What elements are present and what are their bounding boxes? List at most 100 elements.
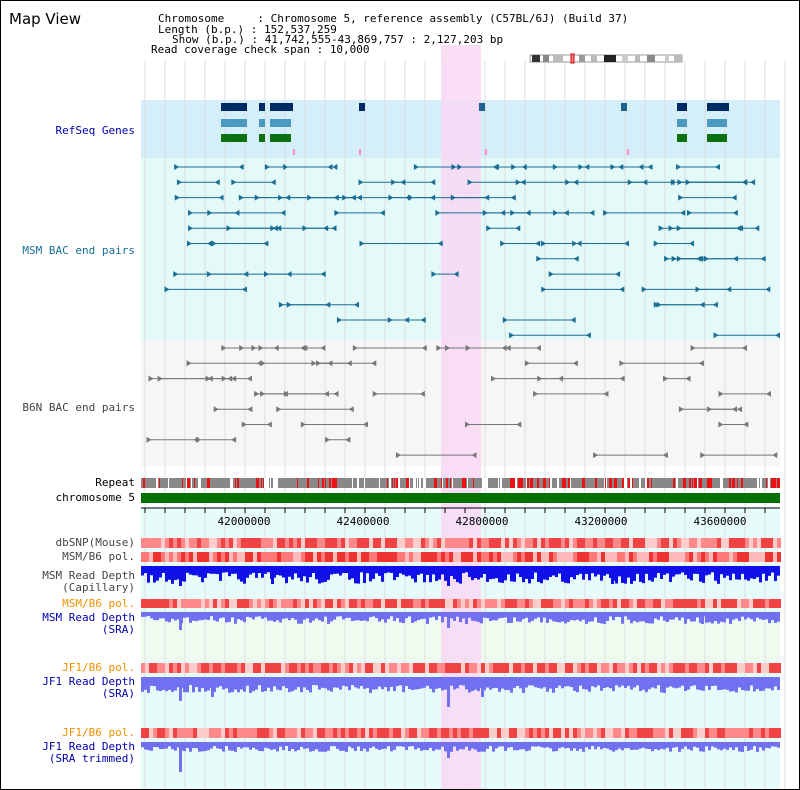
pol-cell	[169, 728, 173, 738]
msm-bac-pair-end	[775, 332, 780, 339]
pol-cell	[177, 552, 181, 562]
pol-cell	[585, 663, 589, 673]
pol-cell	[333, 599, 337, 608]
chromosome-ideogram[interactable]	[529, 53, 685, 65]
track-label-msm-b6-pol[interactable]: MSM/B6 pol.	[62, 550, 135, 563]
track-label-jf1-b6-pol-trim[interactable]: JF1/B6 pol.	[62, 726, 135, 739]
depth-bar	[468, 677, 471, 693]
depth-bar	[396, 612, 399, 619]
msm-bac-pair-end	[695, 286, 701, 293]
depth-bar	[573, 742, 576, 749]
msm-bac-pair-end	[676, 164, 682, 170]
msm-bac-pair-end	[453, 271, 459, 278]
track-label-msm-depth-capillary[interactable]: MSM Read Depth (Capillary)	[5, 570, 135, 594]
repeat-mark	[562, 478, 565, 488]
msm-bac-pair-end	[493, 164, 499, 170]
pol-cell	[237, 728, 241, 738]
pol-cell	[177, 663, 181, 673]
track-label-jf1-depth-trimmed[interactable]: JF1 Read Depth (SRA trimmed)	[5, 741, 135, 765]
track-label-b6n-bac[interactable]: B6N BAC end pairs	[22, 401, 135, 414]
pol-cell	[341, 538, 345, 548]
depth-bar	[591, 742, 594, 747]
pol-cell	[401, 552, 405, 562]
msm-bac-pair-end	[234, 209, 240, 216]
refseq-gene	[479, 103, 485, 111]
msm-bac-pair-end	[603, 209, 609, 216]
depth-bar	[360, 566, 363, 573]
b6n-bac-pair-end	[221, 345, 227, 351]
pol-cell	[201, 538, 205, 548]
depth-bar	[351, 742, 354, 749]
pol-cell	[145, 552, 149, 562]
depth-bar	[747, 566, 750, 581]
track-label-refseq-genes[interactable]: RefSeq Genes	[55, 124, 135, 137]
msm-bac-pair-end	[576, 240, 582, 247]
pol-cell	[253, 538, 257, 548]
pol-cell	[221, 552, 225, 562]
pol-cell	[653, 599, 657, 608]
depth-bar	[438, 742, 441, 750]
msm-bac-pair-end	[214, 179, 220, 186]
depth-bar	[567, 566, 570, 584]
depth-bar	[534, 677, 537, 688]
pol-cell	[465, 538, 469, 548]
depth-bar	[246, 566, 249, 578]
repeat-mark	[394, 478, 395, 488]
msm-bac-pair-end	[431, 271, 437, 278]
depth-bar	[441, 612, 444, 623]
pol-cell	[729, 663, 733, 673]
pol-cell	[777, 552, 781, 562]
pol-cell	[629, 552, 633, 562]
depth-bar	[699, 612, 702, 623]
depth-bar	[306, 677, 309, 691]
track-label-chromosome[interactable]: chromosome 5	[55, 491, 135, 504]
pol-cell	[477, 552, 481, 562]
track-label-dbsnp[interactable]: dbSNP(Mouse)	[55, 536, 135, 549]
pol-cell	[357, 663, 361, 673]
depth-bar	[648, 612, 651, 624]
depth-bar	[198, 742, 201, 752]
pol-cell	[417, 538, 421, 548]
msm-bac-pair-end	[164, 286, 170, 293]
track-label-msm-bac[interactable]: MSM BAC end pairs	[22, 244, 135, 257]
pol-cell	[221, 538, 225, 548]
depth-bar	[696, 566, 699, 574]
depth-bar	[588, 742, 591, 750]
track-label-repeat[interactable]: Repeat	[95, 476, 135, 489]
depth-bar	[453, 612, 456, 621]
pol-cell	[353, 552, 357, 562]
pol-cell	[353, 728, 357, 738]
repeat-mark	[307, 478, 309, 488]
depth-bar	[597, 566, 600, 575]
repeat-mark	[434, 478, 437, 488]
depth-bar	[690, 566, 693, 581]
depth-bar	[642, 566, 645, 584]
depth-bar	[297, 742, 300, 751]
msm-bac-pair-end	[187, 240, 193, 247]
pol-cell	[169, 552, 173, 562]
pol-cell	[181, 552, 185, 562]
depth-bar	[762, 677, 765, 691]
depth-bar	[441, 566, 444, 575]
track-label-msm-b6-pol-sra[interactable]: MSM/B6 pol.	[62, 597, 135, 610]
depth-bar	[213, 612, 216, 621]
depth-bar	[627, 566, 630, 578]
pol-cell	[741, 552, 745, 562]
pol-cell	[233, 599, 237, 608]
depth-bar	[501, 742, 504, 747]
depth-bar	[495, 742, 498, 749]
pol-cell	[701, 538, 705, 548]
refseq-gene	[621, 103, 627, 111]
depth-bar	[318, 677, 321, 690]
depth-bar	[315, 566, 318, 580]
depth-bar	[375, 742, 378, 749]
pol-cell	[361, 538, 365, 548]
pol-cell	[345, 663, 349, 673]
depth-bar	[444, 566, 447, 581]
track-label-jf1-depth-sra[interactable]: JF1 Read Depth (SRA)	[5, 676, 135, 700]
track-label-jf1-b6-pol[interactable]: JF1/B6 pol.	[62, 661, 135, 674]
track-label-msm-depth-sra[interactable]: MSM Read Depth (SRA)	[5, 612, 135, 636]
depth-bar	[243, 566, 246, 584]
pol-cell	[273, 552, 277, 562]
